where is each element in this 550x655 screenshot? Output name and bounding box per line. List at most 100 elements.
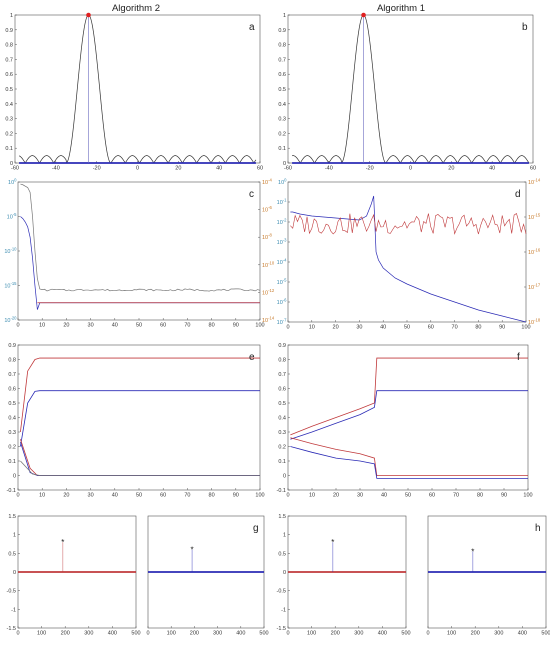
x-tick-label: 300	[84, 631, 93, 637]
y-tick-label: 0.3	[8, 430, 16, 436]
y-tick-label: 10-20	[4, 316, 17, 325]
x-tick-label: 20	[333, 325, 339, 331]
x-tick-label: 50	[405, 493, 411, 499]
y2-tick-label: 10-4	[262, 178, 273, 187]
y2-tick-label: 10-16	[528, 248, 541, 257]
plot-area	[17, 344, 261, 491]
y-tick-label: -1	[11, 607, 16, 613]
title-right: Algorithm 1	[377, 3, 425, 14]
x-tick-label: 60	[530, 166, 536, 172]
y-tick-label: 10-2	[277, 218, 288, 227]
x-tick-label: 100	[255, 493, 264, 499]
y-tick-label: 0	[283, 161, 286, 167]
x-tick-label: 500	[259, 631, 268, 637]
series-line	[290, 390, 528, 440]
x-tick-label: 80	[209, 323, 215, 329]
x-tick-label: -20	[93, 166, 101, 172]
y-tick-label: -1	[281, 607, 286, 613]
series-line	[20, 357, 260, 433]
y-tick-label: 0.2	[278, 445, 286, 451]
y-tick-label: 0.1	[278, 459, 286, 465]
y-tick-label: 0.4	[8, 416, 16, 422]
x-tick-label: 60	[428, 325, 434, 331]
x-tick-label: 0	[16, 323, 19, 329]
x-tick-label: 40	[489, 166, 495, 172]
x-tick-label: 20	[175, 166, 181, 172]
x-tick-label: 100	[307, 631, 316, 637]
x-tick-label: 20	[63, 493, 69, 499]
series-line	[291, 14, 530, 164]
chart-g-right: 0 100 200 300 400 500 * g	[146, 515, 269, 637]
x-tick-label: 40	[381, 493, 387, 499]
y2-tick-label: 10-17	[528, 283, 541, 292]
x-tick-label: 500	[131, 631, 140, 637]
y2-tick-label: 10-14	[262, 316, 275, 325]
x-tick-label: 30	[88, 323, 94, 329]
x-tick-label: -40	[52, 166, 60, 172]
x-tick-label: 0	[426, 631, 429, 637]
y-tick-label: 0.3	[5, 117, 13, 123]
x-tick-label: 80	[209, 493, 215, 499]
stem-marker: *	[471, 547, 474, 556]
y2-tick-label: 10-6	[262, 205, 273, 214]
y-tick-label: 1	[10, 13, 13, 19]
x-tick-label: 60	[429, 493, 435, 499]
x-tick-label: 90	[233, 323, 239, 329]
x-tick-label: 50	[136, 323, 142, 329]
y-tick-label: 10-7	[277, 318, 288, 327]
panel-label: d	[515, 189, 521, 200]
x-tick-label: 40	[112, 493, 118, 499]
y-tick-label: 0	[13, 570, 16, 576]
y-tick-label: -0.5	[277, 589, 286, 595]
panel-label: h	[535, 523, 541, 534]
x-tick-label: 10	[309, 325, 315, 331]
title-left: Algorithm 2	[112, 3, 160, 14]
series-line	[290, 357, 528, 436]
chart-c: 0 10 20 30 40 50 60 70 80 90 100 100 10-5 10-10 10-15 1…	[4, 178, 275, 329]
y-tick-label: 100	[8, 178, 17, 187]
y-tick-label: 0.7	[5, 57, 13, 63]
plot-area	[287, 14, 534, 164]
y-tick-label: 0.8	[278, 43, 286, 49]
y-tick-label: 0.2	[8, 445, 16, 451]
x-tick-label: 300	[354, 631, 363, 637]
x-tick-label: 60	[160, 493, 166, 499]
panel-label: e	[249, 352, 255, 363]
x-tick-label: 40	[216, 166, 222, 172]
x-tick-label: 500	[541, 631, 550, 637]
x-tick-label: -60	[284, 166, 292, 172]
x-tick-label: 500	[401, 631, 410, 637]
y-tick-label: 0	[13, 474, 16, 480]
y-tick-label: 0.9	[278, 343, 286, 349]
x-tick-label: 30	[356, 325, 362, 331]
x-tick-label: -40	[325, 166, 333, 172]
x-tick-label: 10	[39, 493, 45, 499]
y-tick-label: 0.8	[8, 358, 16, 364]
y2-tick-label: 10-10	[262, 260, 275, 269]
chart-f: 0 10 20 30 40 50 60 70 80 90 100-0.100.10.20.30.40…	[277, 343, 533, 499]
x-tick-label: 50	[404, 325, 410, 331]
y-tick-label: 0.4	[278, 416, 286, 422]
stem-marker: *	[331, 538, 334, 547]
plot-area	[287, 344, 529, 491]
x-tick-label: 10	[39, 323, 45, 329]
series-line	[20, 460, 260, 476]
plot-area	[17, 181, 261, 321]
x-tick-label: 20	[448, 166, 454, 172]
y-tick-label: 0.3	[278, 430, 286, 436]
plot-area	[14, 14, 261, 164]
x-tick-label: 90	[233, 493, 239, 499]
x-tick-label: 300	[213, 631, 222, 637]
y-tick-label: 10-3	[277, 238, 288, 247]
y2-tick-label: 10-14	[528, 178, 541, 187]
y-tick-label: 0.5	[278, 401, 286, 407]
y-tick-label: 0.8	[5, 43, 13, 49]
y-tick-label: -0.5	[7, 589, 16, 595]
y-tick-label: 0	[283, 570, 286, 576]
series-line	[20, 216, 260, 310]
y-tick-label: 0.7	[8, 372, 16, 378]
y-tick-label: 0.4	[278, 102, 286, 108]
series-line	[290, 195, 527, 323]
x-tick-label: 0	[286, 493, 289, 499]
